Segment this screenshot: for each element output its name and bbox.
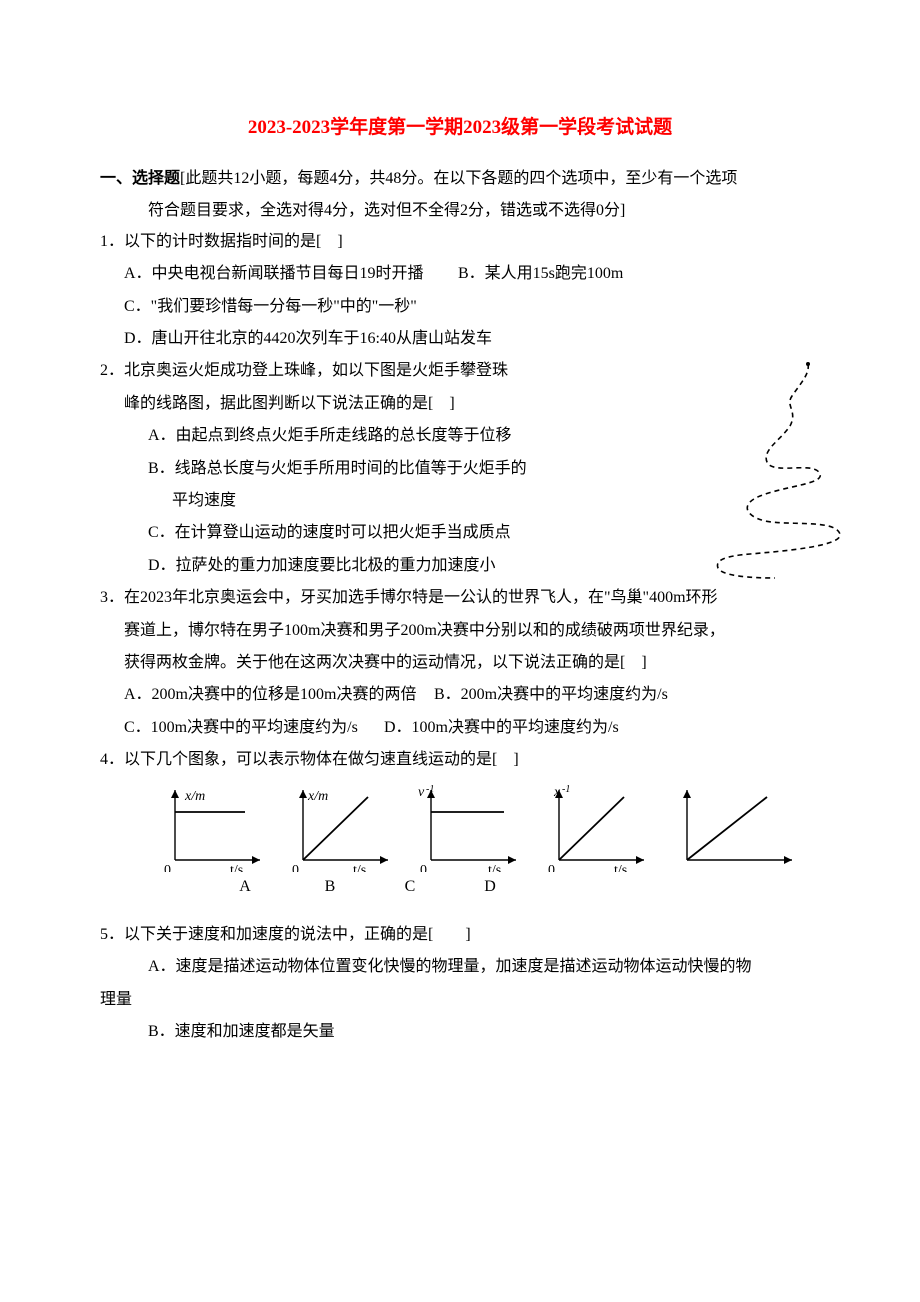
q3-opt-b: B．200m决赛中的平均速度约为/s xyxy=(434,686,668,703)
q3-opts-row2: C．100m决赛中的平均速度约为/sD．100m决赛中的平均速度约为/s xyxy=(100,713,820,743)
q5-opt-b: B．速度和加速度都是矢量 xyxy=(100,1017,820,1047)
q2-opt-d: D．拉萨处的重力加速度要比北极的重力加速度小 xyxy=(100,551,820,581)
q1-opt-c: C．"我们要珍惜每一分每一秒"中的"一秒" xyxy=(100,292,820,322)
exam-title: 2023-2023学年度第一学期2023级第一学段考试试题 xyxy=(100,110,820,146)
graph-a-ylabel: x/m xyxy=(184,789,205,804)
svg-text:x: x xyxy=(553,785,561,800)
q2-opt-c: C．在计算登山运动的速度时可以把火炬手当成质点 xyxy=(100,518,820,548)
q3-stem-l2: 赛道上，博尔特在男子100m决赛和男子200m决赛中分别以和的成绩破两项世界纪录… xyxy=(100,616,820,646)
graph-label-b: B xyxy=(290,872,370,902)
q2-opt-b: B．线路总长度与火炬手所用时间的比值等于火炬手的 xyxy=(100,454,820,484)
q2-opt-b2: 平均速度 xyxy=(100,486,820,516)
svg-text:-1: -1 xyxy=(562,784,570,795)
svg-text:0: 0 xyxy=(292,863,299,872)
q3-stem-l3: 获得两枚金牌。关于他在这两次决赛中的运动情况，以下说法正确的是[ ] xyxy=(100,648,820,678)
graph-d: x-1 t/s 0 xyxy=(544,782,654,872)
q3-opt-a: A．200m决赛中的位移是100m决赛的两倍 xyxy=(124,680,434,710)
q1-opt-d: D．唐山开往北京的4420次列车于16:40从唐山站发车 xyxy=(100,324,820,354)
q3-opt-d: D．100m决赛中的平均速度约为/s xyxy=(384,719,619,736)
svg-text:0: 0 xyxy=(164,863,171,872)
graph-b: x/m t/s 0 xyxy=(288,782,398,872)
q2-stem-l1: 2．北京奥运火炬成功登上珠峰，如以下图是火炬手攀登珠 xyxy=(100,356,820,386)
svg-text:t/s: t/s xyxy=(614,863,627,872)
svg-text:t/s: t/s xyxy=(230,863,243,872)
q2-block: 2．北京奥运火炬成功登上珠峰，如以下图是火炬手攀登珠 峰的线路图，据此图判断以下… xyxy=(100,356,820,581)
graph-label-d: D xyxy=(450,872,530,902)
q5-opt-a2: 理量 xyxy=(100,985,820,1015)
svg-text:t/s: t/s xyxy=(353,863,366,872)
q1-stem: 1．以下的计时数据指时间的是[ ] xyxy=(100,227,820,257)
q3-stem-l1: 3．在2023年北京奥运会中，牙买加选手博尔特是一公认的世界飞人，在"鸟巢"40… xyxy=(100,583,820,613)
graph-c: v-1 t/s 0 xyxy=(416,782,526,872)
q1-opt-a: A．中央电视台新闻联播节目每日19时开播 xyxy=(124,259,454,289)
section-1-label: 一、选择题 xyxy=(100,170,180,187)
q2-opt-a: A．由起点到终点火炬手所走线路的总长度等于位移 xyxy=(100,421,820,451)
q5-stem: 5．以下关于速度和加速度的说法中，正确的是[ ] xyxy=(100,920,820,950)
q1-opts-row1: A．中央电视台新闻联播节目每日19时开播 B．某人用15s跑完100m xyxy=(100,259,820,289)
svg-text:0: 0 xyxy=(420,863,427,872)
graph-a: x/m t/s 0 xyxy=(160,782,270,872)
q3-opts-row1: A．200m决赛中的位移是100m决赛的两倍B．200m决赛中的平均速度约为/s xyxy=(100,680,820,710)
section-1-instr-1: [此题共12小题，每题4分，共48分。在以下各题的四个选项中，至少有一个选项 xyxy=(180,170,737,187)
q5-opt-a: A．速度是描述运动物体位置变化快慢的物理量，加速度是描述运动物体运动快慢的物 xyxy=(100,952,820,982)
page: 2023-2023学年度第一学期2023级第一学段考试试题 一、选择题[此题共1… xyxy=(0,0,920,1302)
graph-label-c: C xyxy=(370,872,450,902)
svg-text:-1: -1 xyxy=(426,784,434,795)
graph-label-a: A xyxy=(200,872,290,902)
section-1-header: 一、选择题[此题共12小题，每题4分，共48分。在以下各题的四个选项中，至少有一… xyxy=(100,164,820,194)
svg-text:x/m: x/m xyxy=(307,789,328,804)
q4-graph-letters: A B C D xyxy=(100,872,820,902)
q4-stem: 4．以下几个图象，可以表示物体在做匀速直线运动的是[ ] xyxy=(100,745,820,775)
svg-text:t/s: t/s xyxy=(488,863,501,872)
svg-text:0: 0 xyxy=(548,863,555,872)
q2-stem-l2: 峰的线路图，据此图判断以下说法正确的是[ ] xyxy=(100,389,820,419)
section-1-instr-2: 符合题目要求，全选对得4分，选对但不全得2分，错选或不选得0分] xyxy=(100,196,820,226)
graph-e xyxy=(672,782,802,872)
svg-text:v: v xyxy=(418,785,425,800)
q1-opt-b: B．某人用15s跑完100m xyxy=(458,265,623,282)
q4-graphs: x/m t/s 0 x/m t/s 0 v-1 t/s 0 xyxy=(100,782,820,872)
q3-opt-c: C．100m决赛中的平均速度约为/s xyxy=(124,713,384,743)
